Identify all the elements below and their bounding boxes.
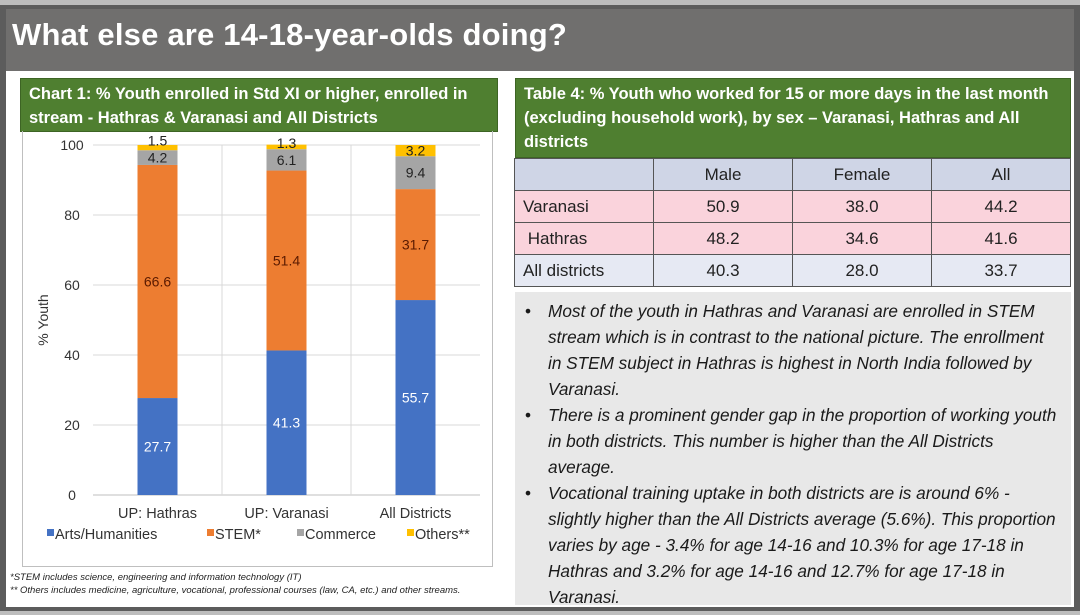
footnote-others: ** Others includes medicine, agriculture…	[10, 585, 461, 596]
cell: 28.0	[792, 254, 932, 287]
data-label: 9.4	[406, 165, 426, 181]
y-tick-label: 100	[60, 137, 84, 153]
table-row: Hathras 48.2 34.6 41.6	[514, 222, 1071, 255]
row-label: Hathras	[514, 222, 654, 255]
bar-artshumanities	[395, 300, 436, 495]
cell: 41.6	[931, 222, 1071, 255]
legend-label: Commerce	[305, 527, 376, 543]
cell: 48.2	[653, 222, 793, 255]
chart-header: Chart 1: % Youth enrolled in Std XI or h…	[20, 78, 498, 132]
table-header-row: Male Female All	[514, 158, 1071, 191]
column-header: Female	[792, 158, 932, 191]
chart-frame	[22, 131, 493, 567]
page-title: What else are 14-18-year-olds doing?	[12, 17, 568, 52]
legend-swatch	[207, 529, 214, 536]
legend-swatch	[407, 529, 414, 536]
cell: 34.6	[792, 222, 932, 255]
x-tick-label: UP: Hathras	[118, 506, 197, 522]
x-tick-label: UP: Varanasi	[244, 506, 328, 522]
y-tick-label: 0	[68, 487, 76, 503]
cell: 40.3	[653, 254, 793, 287]
y-tick-label: 40	[64, 347, 80, 363]
y-tick-label: 20	[64, 417, 80, 433]
data-label: 1.5	[148, 133, 168, 149]
cell: 38.0	[792, 190, 932, 223]
footnote-stem: *STEM includes science, engineering and …	[10, 572, 302, 583]
data-label: 31.7	[402, 237, 429, 253]
table-row: All districts 40.3 28.0 33.7	[514, 254, 1071, 287]
data-label: 41.3	[273, 415, 300, 431]
column-header: All	[931, 158, 1071, 191]
cell: 50.9	[653, 190, 793, 223]
y-axis-label: % Youth	[35, 294, 51, 345]
legend-label: STEM*	[215, 527, 261, 543]
stacked-bar-chart: 0 20 40 60 80 100 % Youth 27.7 66.6 4.21.5 UP: Hat…	[35, 133, 480, 543]
data-label: 27.7	[144, 439, 171, 455]
legend-swatch	[47, 529, 54, 536]
bar-stem	[266, 170, 307, 351]
data-label: 55.7	[402, 390, 429, 406]
y-tick-label: 80	[64, 207, 80, 223]
cell: 44.2	[931, 190, 1071, 223]
bar-stem	[137, 164, 178, 399]
note-item: Most of the youth in Hathras and Varanas…	[525, 298, 1061, 402]
legend-swatch	[297, 529, 304, 536]
bar-others	[266, 144, 307, 150]
note-item: Vocational training uptake in both distr…	[525, 480, 1061, 610]
data-label: 51.4	[273, 253, 300, 269]
bar-others	[137, 145, 178, 151]
data-label: 6.1	[277, 152, 297, 168]
bar-commerce	[395, 156, 436, 190]
bar-commerce	[137, 150, 178, 165]
column-header	[514, 158, 654, 191]
cell: 33.7	[931, 254, 1071, 287]
data-label: 3.2	[406, 143, 426, 159]
row-label: All districts	[514, 254, 654, 287]
legend-label: Arts/Humanities	[55, 527, 157, 543]
bar-stem	[395, 189, 436, 301]
bar-others	[395, 145, 436, 157]
title-bar	[6, 9, 1074, 71]
bar-artshumanities	[137, 398, 178, 495]
table-header: Table 4: % Youth who worked for 15 or mo…	[515, 78, 1071, 158]
y-tick-label: 60	[64, 277, 80, 293]
bar-commerce	[266, 149, 307, 171]
note-item: There is a prominent gender gap in the p…	[525, 402, 1061, 480]
legend-label: Others**	[415, 527, 470, 543]
notes-panel: Most of the youth in Hathras and Varanas…	[515, 292, 1071, 607]
data-label: 1.3	[277, 135, 297, 151]
data-label: 4.2	[148, 150, 168, 166]
work-table: Male Female All Varanasi 50.9 38.0 44.2 …	[514, 158, 1071, 287]
table-row: Varanasi 50.9 38.0 44.2	[514, 190, 1071, 223]
row-label: Varanasi	[514, 190, 654, 223]
x-tick-label: All Districts	[380, 506, 452, 522]
column-header: Male	[653, 158, 793, 191]
data-label: 66.6	[144, 274, 171, 290]
bar-artshumanities	[266, 350, 307, 495]
